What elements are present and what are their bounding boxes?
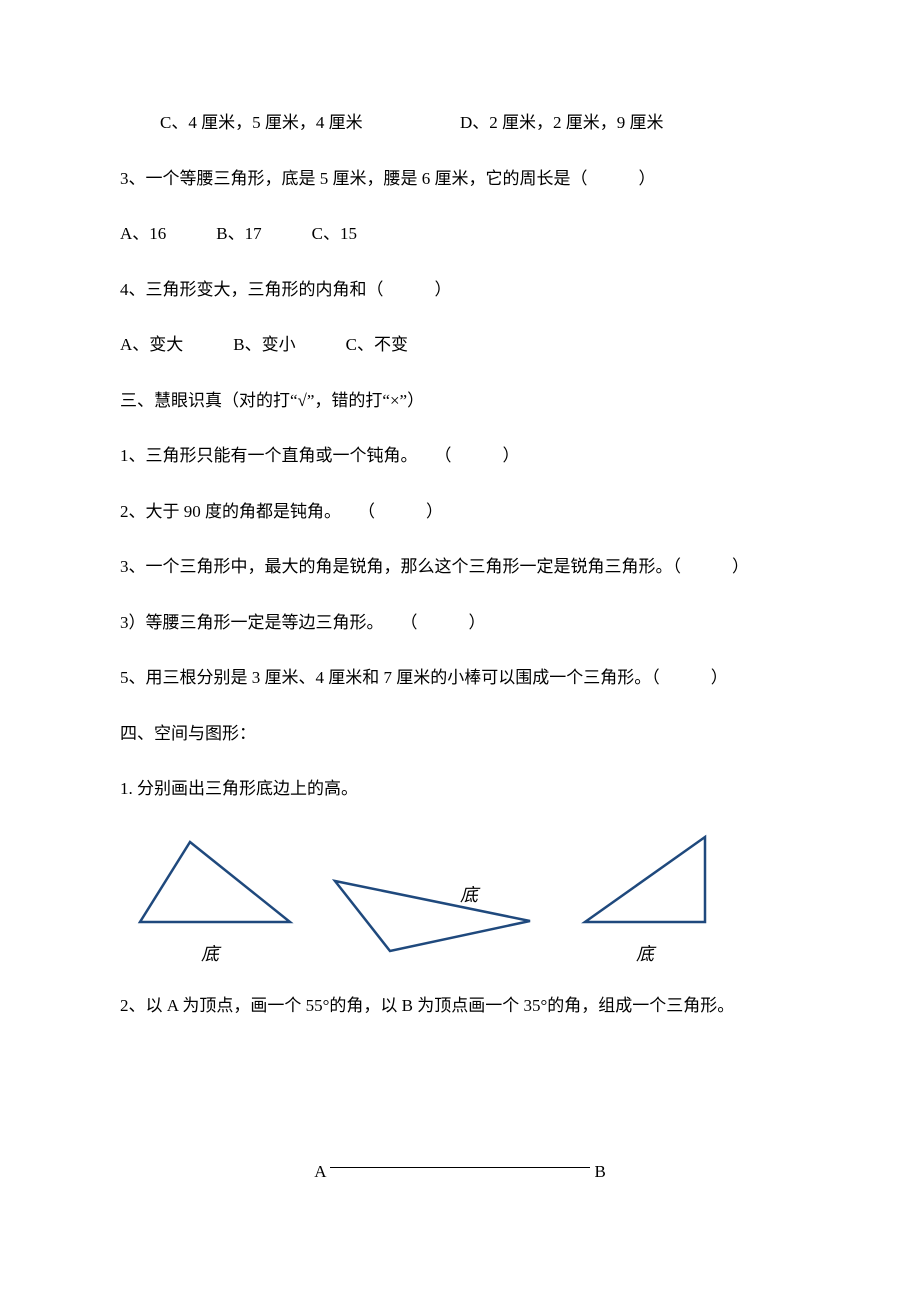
point-a-label: A bbox=[314, 1159, 326, 1185]
point-b-label: B bbox=[594, 1159, 605, 1185]
section3-item-1: 1、三角形只能有一个直角或一个钝角。 （ ） bbox=[120, 443, 800, 469]
q2-option-c: C、4 厘米，5 厘米，4 厘米 bbox=[120, 110, 460, 136]
q4-option-a: A、变大 bbox=[120, 332, 183, 358]
q3-option-a: A、16 bbox=[120, 221, 166, 247]
section3-item-5: 5、用三根分别是 3 厘米、4 厘米和 7 厘米的小棒可以围成一个三角形。（ ） bbox=[120, 665, 800, 691]
q3-option-b: B、17 bbox=[216, 221, 261, 247]
triangle-1-base-label: 底 bbox=[120, 941, 300, 968]
section4-q2: 2、以 A 为顶点，画一个 55°的角，以 B 为顶点画一个 35°的角，组成一… bbox=[120, 993, 800, 1019]
section4-title: 四、空间与图形： bbox=[120, 721, 800, 747]
triangle-3-base-label: 底 bbox=[570, 941, 720, 968]
q4-option-b: B、变小 bbox=[233, 332, 295, 358]
section3-item-2: 2、大于 90 度的角都是钝角。 （ ） bbox=[120, 499, 800, 525]
section3-item-4: 3）等腰三角形一定是等边三角形。 （ ） bbox=[120, 610, 800, 636]
q4-option-c: C、不变 bbox=[346, 332, 408, 358]
triangle-3: 底 bbox=[570, 832, 720, 969]
section4-q1: 1. 分别画出三角形底边上的高。 bbox=[120, 776, 800, 802]
triangle-2: 底 bbox=[330, 866, 540, 969]
q3-option-c: C、15 bbox=[312, 221, 357, 247]
q3-stem: 3、一个等腰三角形，底是 5 厘米，腰是 6 厘米，它的周长是（ ） bbox=[120, 166, 800, 192]
ab-segment: A B bbox=[120, 1159, 800, 1185]
triangle-1: 底 bbox=[120, 837, 300, 969]
line-segment bbox=[330, 1167, 590, 1168]
section3-title: 三、慧眼识真（对的打“√”，错的打“×”） bbox=[120, 388, 800, 414]
section3-item-3: 3、一个三角形中，最大的角是锐角，那么这个三角形一定是锐角三角形。（ ） bbox=[120, 554, 800, 580]
q2-option-d: D、2 厘米，2 厘米，9 厘米 bbox=[460, 110, 664, 136]
triangle-figures: 底 底 底 bbox=[120, 832, 800, 969]
q4-stem: 4、三角形变大，三角形的内角和（ ） bbox=[120, 277, 800, 303]
triangle-2-base-label: 底 bbox=[460, 885, 481, 905]
